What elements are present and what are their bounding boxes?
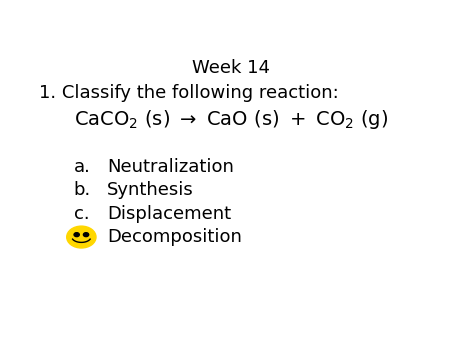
Text: c.: c. — [74, 204, 89, 223]
Text: Decomposition: Decomposition — [107, 228, 242, 246]
Text: a.: a. — [74, 158, 90, 176]
Text: b.: b. — [74, 181, 91, 199]
Text: 1. Classify the following reaction:: 1. Classify the following reaction: — [39, 83, 339, 102]
Text: Displacement: Displacement — [107, 204, 231, 223]
Circle shape — [74, 233, 79, 237]
Text: Week 14: Week 14 — [192, 59, 270, 77]
Circle shape — [67, 226, 96, 248]
Circle shape — [83, 233, 89, 237]
Text: $\mathrm{CaCO_2\ (s)\ \rightarrow\ CaO\ (s)\ +\ CO_2\ (g)}$: $\mathrm{CaCO_2\ (s)\ \rightarrow\ CaO\ … — [73, 108, 388, 131]
Text: Neutralization: Neutralization — [107, 158, 234, 176]
Text: Synthesis: Synthesis — [107, 181, 194, 199]
